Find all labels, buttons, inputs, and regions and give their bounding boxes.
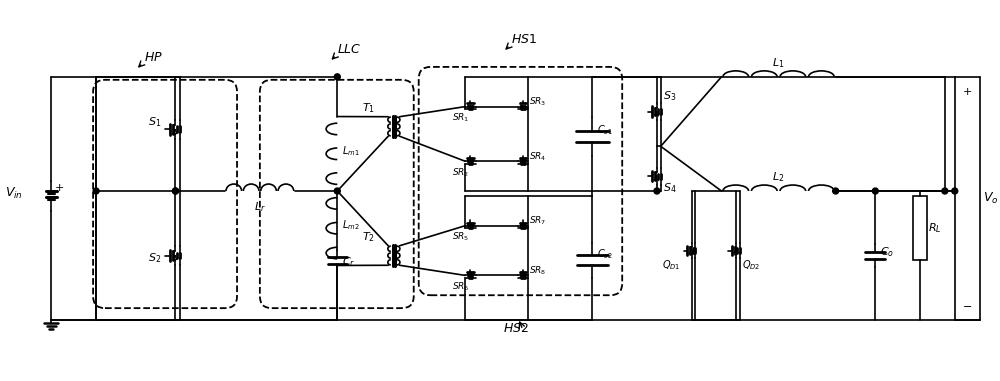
Text: $C_o$: $C_o$ — [880, 245, 894, 259]
Circle shape — [93, 188, 99, 194]
Circle shape — [833, 188, 839, 194]
Text: $SR_3$: $SR_3$ — [529, 96, 546, 108]
Text: $S_3$: $S_3$ — [663, 90, 676, 104]
Circle shape — [654, 188, 660, 194]
Text: $L_1$: $L_1$ — [772, 56, 785, 70]
Circle shape — [942, 188, 948, 194]
Text: $C_r$: $C_r$ — [342, 255, 356, 269]
Circle shape — [173, 188, 178, 194]
Text: $L_{m1}$: $L_{m1}$ — [342, 144, 360, 158]
Text: $SR_4$: $SR_4$ — [529, 150, 546, 163]
Text: $L_2$: $L_2$ — [772, 170, 785, 184]
Circle shape — [334, 188, 340, 194]
Text: $S_1$: $S_1$ — [148, 115, 161, 129]
Text: $V_{in}$: $V_{in}$ — [5, 186, 23, 200]
Text: $HP$: $HP$ — [144, 51, 163, 64]
Text: $SR_6$: $SR_6$ — [452, 280, 470, 293]
Text: $Q_{D2}$: $Q_{D2}$ — [742, 258, 761, 272]
Text: $S_4$: $S_4$ — [663, 181, 677, 195]
Text: $C_{s2}$: $C_{s2}$ — [597, 248, 613, 261]
Text: $SR_1$: $SR_1$ — [452, 112, 470, 124]
Text: $L_{m2}$: $L_{m2}$ — [342, 218, 360, 232]
Text: $-$: $-$ — [962, 300, 972, 310]
Text: $HS2$: $HS2$ — [503, 322, 529, 335]
Text: $T_2$: $T_2$ — [362, 231, 375, 245]
Text: $SR_5$: $SR_5$ — [452, 231, 470, 243]
Text: $L_r$: $L_r$ — [254, 200, 266, 214]
Text: $SR_7$: $SR_7$ — [529, 215, 546, 227]
Text: $SR_2$: $SR_2$ — [452, 166, 470, 179]
Bar — [913, 196, 927, 261]
Text: $HS1$: $HS1$ — [511, 33, 537, 46]
Text: $V_o$: $V_o$ — [983, 191, 998, 206]
Text: $+$: $+$ — [54, 181, 64, 192]
Text: $T_1$: $T_1$ — [362, 102, 375, 115]
Text: $R_L$: $R_L$ — [928, 221, 942, 235]
Text: $C_{s1}$: $C_{s1}$ — [597, 123, 613, 137]
Text: $S_2$: $S_2$ — [148, 251, 161, 265]
Text: $SR_8$: $SR_8$ — [529, 264, 546, 277]
Circle shape — [173, 188, 178, 194]
Text: $+$: $+$ — [962, 86, 972, 97]
Circle shape — [872, 188, 878, 194]
Circle shape — [334, 74, 340, 80]
Text: $LLC$: $LLC$ — [337, 43, 362, 56]
Circle shape — [952, 188, 958, 194]
Text: $Q_{D1}$: $Q_{D1}$ — [662, 258, 680, 272]
